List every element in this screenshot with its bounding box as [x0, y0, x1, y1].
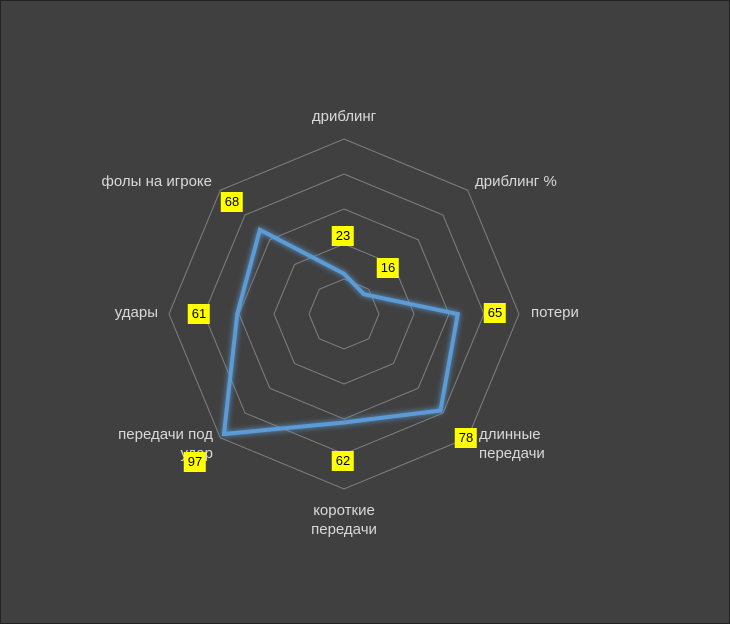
category-label: удары: [114, 304, 158, 321]
data-line: [221, 226, 461, 437]
value-label: 78: [454, 428, 478, 448]
category-label: фолы на игроке: [101, 173, 212, 190]
value-label: 65: [483, 303, 507, 323]
grid-ring: [273, 243, 415, 385]
value-label: 23: [331, 226, 355, 246]
value-label: 62: [331, 451, 355, 471]
category-label: дриблинг: [311, 108, 377, 125]
category-label: короткие передачи: [311, 502, 377, 538]
value-label: 16: [376, 258, 400, 278]
grid-ring: [168, 138, 520, 490]
grid-ring: [238, 208, 450, 420]
grid-ring: [308, 278, 380, 350]
value-label: 97: [183, 452, 207, 472]
category-label: длинные передачи: [479, 426, 545, 462]
category-label: потери: [531, 304, 579, 321]
category-label: дриблинг %: [475, 173, 557, 190]
value-label: 61: [187, 304, 211, 324]
value-label: 68: [220, 192, 244, 212]
